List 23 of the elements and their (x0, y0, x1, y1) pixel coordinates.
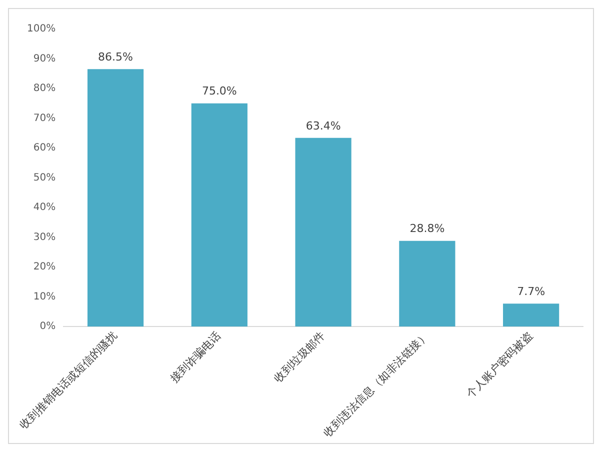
y-tick-label: 40% (33, 202, 56, 214)
y-tick-label: 50% (33, 172, 56, 184)
data-label: 63.4% (306, 119, 341, 132)
x-tick-label: 收到垃圾邮件 (272, 329, 328, 386)
bar (87, 69, 144, 327)
bar (503, 304, 560, 327)
x-tick-label: 接到诈骗电话 (168, 329, 224, 386)
y-tick-label: 20% (33, 262, 56, 273)
data-label: 86.5% (98, 50, 134, 64)
bar (191, 103, 248, 327)
y-tick-label: 90% (33, 53, 56, 64)
y-tick-label: 70% (33, 112, 56, 124)
data-label: 75.0% (202, 84, 237, 98)
bar (295, 138, 352, 327)
x-tick-label: 个人账户密码被盗 (464, 329, 536, 401)
data-label: 7.7% (517, 285, 546, 298)
y-tick-label: 80% (33, 83, 56, 94)
y-tick-label: 10% (33, 291, 56, 302)
data-label: 28.8% (410, 222, 445, 236)
y-tick-label: 60% (33, 142, 56, 154)
bar (399, 240, 456, 327)
y-tick-label: 30% (33, 232, 56, 243)
y-tick-label: 100% (26, 24, 56, 35)
